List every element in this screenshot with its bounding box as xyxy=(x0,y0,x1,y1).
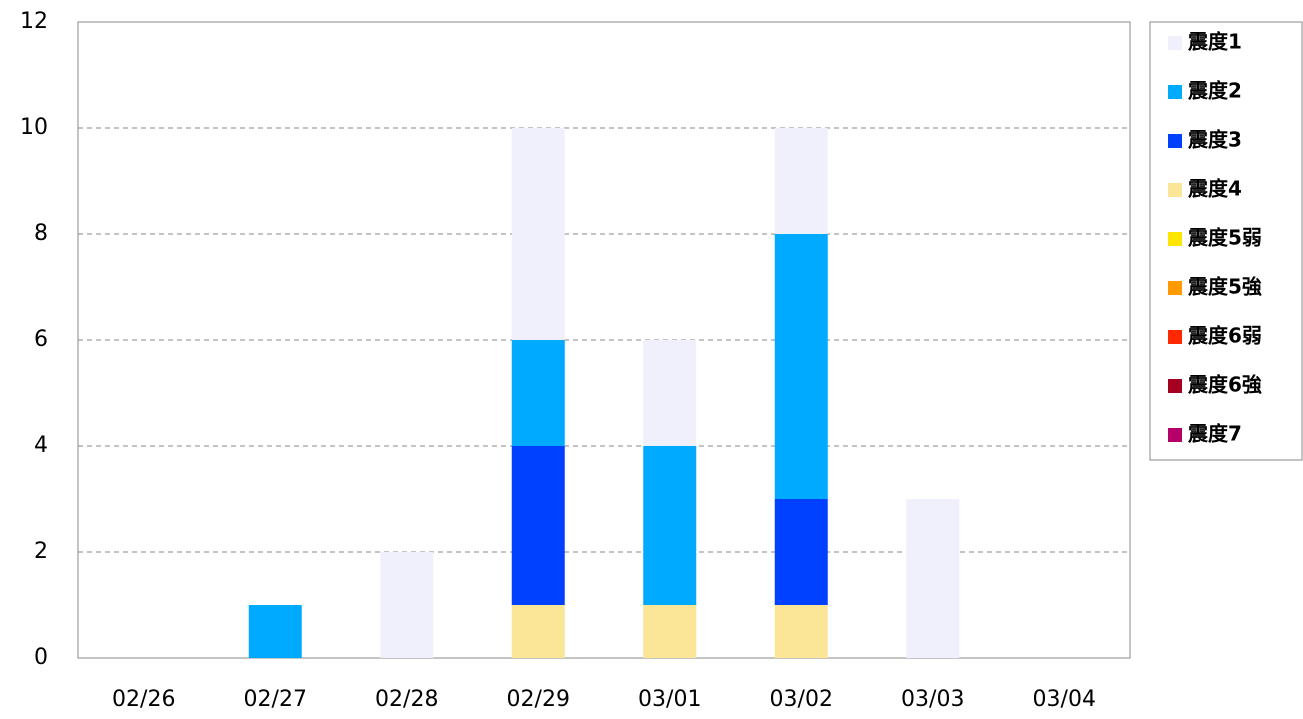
bar-segment xyxy=(774,499,828,605)
x-tick-label: 03/04 xyxy=(1033,687,1096,712)
x-tick-label: 03/02 xyxy=(770,687,833,712)
legend-swatch xyxy=(1168,85,1182,99)
bar-segment xyxy=(774,605,828,658)
y-tick-label: 10 xyxy=(20,115,48,140)
x-tick-label: 03/03 xyxy=(901,687,964,712)
bar-segment xyxy=(643,340,697,446)
bar-segment xyxy=(643,446,697,605)
legend-label: 震度4 xyxy=(1188,177,1242,201)
bar-segment xyxy=(511,446,565,605)
y-tick-label: 8 xyxy=(34,221,48,246)
bar-segment xyxy=(774,128,828,234)
legend-label: 震度5強 xyxy=(1188,275,1262,299)
legend-swatch xyxy=(1168,379,1182,393)
y-tick-label: 0 xyxy=(34,645,48,670)
y-tick-label: 4 xyxy=(34,433,48,458)
legend-label: 震度2 xyxy=(1188,79,1242,103)
legend-swatch xyxy=(1168,428,1182,442)
bar-segment xyxy=(248,605,302,658)
bar-segment xyxy=(511,128,565,340)
y-tick-label: 6 xyxy=(34,327,48,352)
legend-swatch xyxy=(1168,183,1182,197)
bar-segment xyxy=(643,605,697,658)
legend-swatch xyxy=(1168,36,1182,50)
legend-swatch xyxy=(1168,281,1182,295)
bar-segment xyxy=(774,234,828,499)
x-tick-label: 02/28 xyxy=(375,687,438,712)
x-tick-label: 02/27 xyxy=(244,687,307,712)
bar-segment xyxy=(380,552,434,658)
legend-swatch xyxy=(1168,330,1182,344)
legend-label: 震度3 xyxy=(1188,128,1242,152)
bar-segment xyxy=(906,499,960,658)
x-tick-label: 03/01 xyxy=(638,687,701,712)
legend-swatch xyxy=(1168,232,1182,246)
y-tick-label: 12 xyxy=(20,9,48,34)
bar-segment xyxy=(511,605,565,658)
y-tick-label: 2 xyxy=(34,539,48,564)
legend-swatch xyxy=(1168,134,1182,148)
legend-label: 震度6強 xyxy=(1188,373,1262,397)
legend-label: 震度6弱 xyxy=(1188,324,1262,348)
legend-label: 震度1 xyxy=(1188,30,1242,54)
x-tick-label: 02/26 xyxy=(112,687,175,712)
x-tick-label: 02/29 xyxy=(507,687,570,712)
bar-segment xyxy=(511,340,565,446)
legend-label: 震度5弱 xyxy=(1188,226,1262,250)
legend-label: 震度7 xyxy=(1188,422,1242,446)
